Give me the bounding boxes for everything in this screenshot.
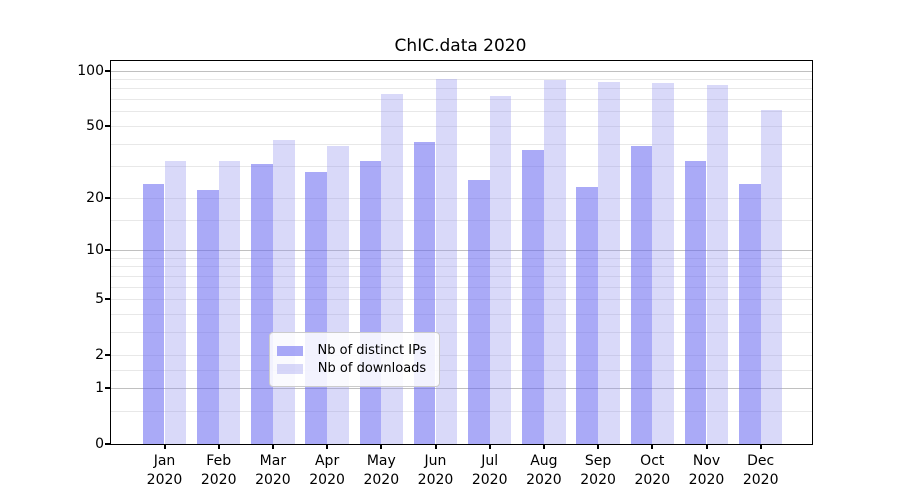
bar-distinct-ips-oct (630, 145, 653, 444)
bar-downloads-dec (760, 110, 783, 444)
bar-distinct-ips-mar (251, 163, 273, 444)
bar-distinct-ips-jun (413, 141, 436, 444)
x-tick-label-nov: Nov 2020 (688, 453, 725, 488)
y-tick-label: 50 (86, 117, 104, 134)
plot-area (110, 60, 813, 445)
x-tick-mark (163, 444, 166, 449)
bar-downloads-may (381, 93, 403, 444)
x-tick-mark (705, 444, 708, 449)
legend-swatch-distinct-ips (277, 345, 303, 356)
x-tick-label-jul: Jul 2020 (471, 453, 508, 488)
chart-title: ChIC.data 2020 (394, 36, 527, 56)
x-tick-mark (380, 444, 383, 449)
gridline-minor (111, 143, 812, 145)
bar-downloads-mar (272, 139, 295, 444)
y-tick-mark (105, 248, 110, 251)
x-tick-label-apr: Apr 2020 (309, 453, 345, 488)
gridline-minor (111, 369, 812, 371)
bar-distinct-ips-feb (197, 190, 219, 444)
bar-downloads-aug (543, 79, 566, 444)
y-tick-mark (105, 69, 110, 72)
gridline-minor (111, 257, 812, 259)
bar-downloads-nov (706, 85, 729, 444)
legend-item-downloads: Nb of downloads (277, 361, 429, 376)
gridline-minor (111, 331, 812, 333)
y-tick-label: 5 (95, 291, 104, 307)
y-tick-mark (105, 124, 110, 127)
bar-distinct-ips-sep (576, 186, 599, 444)
x-tick-mark (542, 444, 545, 449)
x-tick-label-aug: Aug 2020 (526, 453, 562, 488)
x-tick-mark (434, 444, 437, 449)
y-tick-label: 20 (86, 189, 104, 206)
x-tick-label-mar: Mar 2020 (255, 453, 291, 488)
gridline-minor (111, 355, 812, 357)
x-tick-label-dec: Dec 2020 (742, 453, 779, 488)
gridline-minor (111, 99, 812, 100)
bar-downloads-jul (489, 95, 512, 444)
y-tick-label: 1 (95, 379, 104, 396)
legend-label-downloads: Nb of downloads (317, 361, 427, 376)
gridline-minor (111, 219, 812, 221)
y-tick-label: 0 (95, 436, 104, 452)
x-tick-label-jan: Jan 2020 (146, 453, 183, 488)
legend-item-distinct-ips: Nb of distinct IPs (277, 343, 429, 358)
bar-distinct-ips-dec (739, 183, 761, 444)
gridline-minor (111, 266, 812, 268)
x-tick-mark (326, 444, 329, 449)
y-tick-mark (105, 298, 110, 300)
legend: Nb of distinct IPs Nb of downloads (269, 332, 440, 387)
y-tick-mark (105, 354, 110, 357)
gridline-minor (111, 197, 812, 199)
x-tick-label-may: May 2020 (363, 453, 400, 488)
y-tick-mark (105, 386, 110, 389)
gridline-major (111, 387, 812, 389)
gridline-minor (111, 125, 812, 127)
legend-label-distinct-ips: Nb of distinct IPs (317, 343, 427, 358)
bar-downloads-jan (164, 161, 187, 444)
bar-downloads-jun (435, 78, 458, 444)
gridline-minor (111, 166, 812, 168)
gridline-minor (111, 78, 812, 80)
gridline-minor (111, 111, 812, 113)
y-tick-mark (105, 443, 110, 445)
x-tick-label-jun: Jun 2020 (417, 453, 454, 488)
bar-downloads-sep (598, 81, 620, 444)
gridline-minor (111, 313, 812, 315)
gridline-minor (111, 275, 812, 277)
x-tick-mark (597, 444, 600, 449)
x-tick-label-feb: Feb 2020 (200, 453, 237, 488)
x-tick-mark (217, 444, 220, 449)
x-tick-mark (488, 444, 491, 449)
y-tick-label: 100 (77, 62, 104, 79)
bar-distinct-ips-jul (468, 180, 490, 444)
y-tick-mark (105, 196, 110, 199)
gridline-major (111, 249, 812, 251)
y-tick-label: 2 (95, 347, 104, 364)
legend-swatch-downloads (277, 363, 303, 374)
gridline-minor (111, 299, 812, 300)
gridline-minor (111, 411, 812, 413)
bar-downloads-oct (652, 82, 674, 444)
y-tick-label: 10 (86, 241, 104, 258)
bar-distinct-ips-apr (305, 171, 328, 444)
x-tick-label-sep: Sep 2020 (580, 453, 616, 488)
gridline-major (111, 70, 812, 72)
bar-distinct-ips-jan (142, 183, 165, 444)
bar-distinct-ips-may (359, 161, 382, 444)
x-tick-label-oct: Oct 2020 (634, 453, 671, 488)
gridline-minor (111, 286, 812, 288)
bar-downloads-feb (218, 161, 241, 444)
bar-distinct-ips-aug (522, 149, 544, 444)
x-tick-mark (271, 444, 274, 449)
gridline-minor (111, 88, 812, 90)
x-tick-mark (759, 444, 762, 449)
bar-distinct-ips-nov (684, 161, 707, 444)
bar-downloads-apr (327, 145, 349, 444)
x-tick-mark (651, 444, 654, 449)
